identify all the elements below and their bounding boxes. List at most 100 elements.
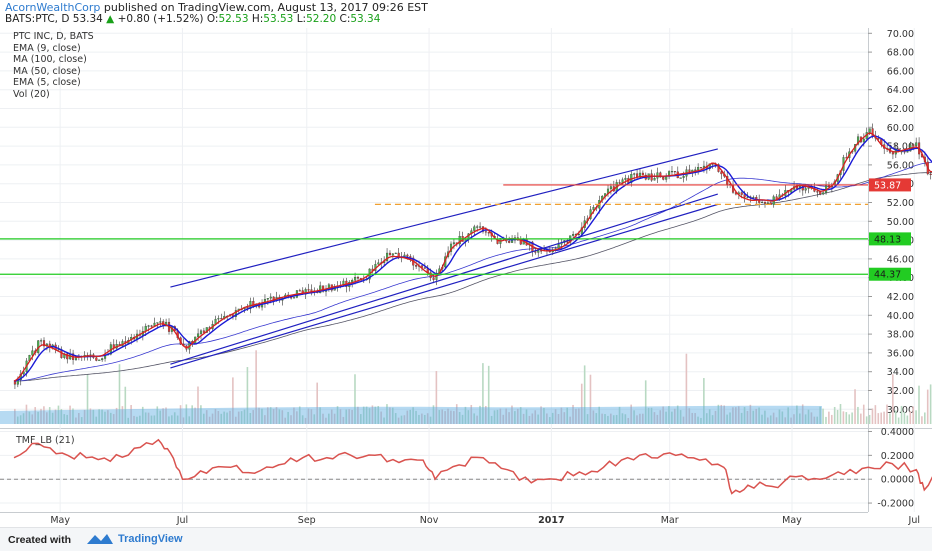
candle-body [929, 173, 932, 175]
volume-bar [659, 410, 662, 424]
tradingview-logo-icon[interactable] [86, 532, 114, 546]
price-axis-badge-label: 48.13 [874, 234, 901, 245]
volume-bar [828, 411, 830, 424]
volume-bar [496, 409, 499, 424]
candle-body [322, 285, 325, 292]
volume-bar [173, 412, 176, 424]
volume-bar [461, 414, 464, 424]
volume-bar [894, 410, 897, 424]
volume-bar [234, 416, 237, 424]
volume-bar [450, 410, 452, 424]
volume-bar [232, 377, 234, 424]
volume-bar [153, 415, 156, 424]
volume-bar [165, 407, 167, 424]
volume-bar [194, 407, 196, 424]
volume-bar [121, 406, 124, 424]
publisher-name[interactable]: AcornWealthCorp [5, 1, 101, 14]
volume-bar [281, 410, 284, 424]
volume-bar [621, 413, 624, 424]
price-tick-label: 66.00 [887, 66, 914, 77]
candle-body [761, 201, 764, 204]
volume-bar [639, 413, 641, 424]
volume-bar [252, 410, 255, 424]
candle-body [659, 172, 662, 178]
osc-tick-label: 0.0000 [881, 475, 914, 486]
volume-bar [528, 415, 531, 424]
volume-bar [328, 413, 330, 424]
candle-body [572, 234, 575, 236]
legend-item[interactable]: Vol (20) [13, 88, 50, 100]
volume-bar [118, 364, 121, 424]
price-tick-label: 50.00 [887, 217, 914, 228]
candle-body [66, 353, 69, 360]
volume-bar [95, 416, 98, 424]
volume-bar [482, 363, 484, 424]
chart-canvas[interactable]: MayJulSepNov2017MarMayJulSep70.0068.0066… [0, 0, 932, 527]
volume-bar [86, 374, 89, 424]
candle-body [31, 350, 34, 356]
volume-bar [83, 409, 86, 424]
volume-bar [580, 383, 583, 424]
price-tick-label: 58.00 [887, 142, 914, 153]
volume-bar [141, 406, 144, 424]
volume-bar [470, 404, 473, 424]
volume-bar [421, 413, 423, 424]
volume-bar [275, 407, 278, 424]
volume-bar [217, 410, 220, 424]
volume-bar [662, 406, 664, 424]
volume-bar [136, 416, 138, 424]
volume-bar [418, 414, 420, 424]
candle-body [272, 296, 275, 301]
time-tick-label: 2017 [538, 515, 564, 526]
volume-bar [156, 406, 159, 424]
volume-bar [92, 409, 95, 424]
volume-bar [130, 404, 132, 424]
volume-bar [223, 411, 225, 424]
volume-bar [14, 408, 16, 424]
volume-bar [886, 404, 888, 424]
volume-bar [694, 413, 696, 424]
legend-item[interactable]: EMA (5, close) [13, 77, 81, 89]
volume-bar [19, 415, 22, 424]
volume-bar [220, 413, 223, 424]
close-label: C: [339, 13, 351, 25]
volume-bar [458, 412, 461, 424]
volume-bar [880, 412, 882, 424]
volume-bar [237, 411, 240, 424]
volume-bar [508, 412, 510, 424]
volume-bar [575, 408, 577, 424]
volume-bar [700, 417, 702, 424]
volume-bar [255, 350, 257, 424]
volume-bar [432, 405, 435, 424]
volume-bar [211, 413, 214, 424]
legend-item[interactable]: MA (50, close) [13, 65, 81, 77]
candle-body [266, 298, 269, 300]
volume-bar [665, 411, 667, 424]
high-label: H: [251, 13, 264, 25]
volume-bar [924, 412, 926, 424]
volume-bar [423, 414, 426, 424]
volume-bar [735, 407, 737, 424]
candle-body [699, 167, 703, 169]
candle-body [458, 236, 461, 245]
volume-bar [243, 409, 246, 424]
volume-bar [205, 410, 208, 424]
volume-bar [464, 406, 467, 424]
volume-bar [857, 406, 859, 424]
candle-body [159, 321, 162, 323]
volume-bar [595, 413, 598, 424]
tradingview-brand[interactable]: TradingView [118, 533, 183, 545]
high-value: 53.53 [263, 13, 294, 25]
time-tick-label: May [50, 515, 70, 526]
volume-bar [729, 412, 731, 424]
candle-body [220, 318, 223, 320]
candle-body [557, 244, 560, 249]
legend-item[interactable]: PTC INC, D, BATS [13, 31, 94, 42]
candle-body [298, 290, 301, 292]
legend-item[interactable]: MA (100, close) [13, 54, 87, 66]
volume-bar [845, 412, 848, 424]
legend-item[interactable]: EMA (9, close) [13, 42, 81, 54]
volume-bar [319, 407, 321, 424]
volume-bar [159, 410, 161, 424]
candle-body [98, 359, 101, 361]
